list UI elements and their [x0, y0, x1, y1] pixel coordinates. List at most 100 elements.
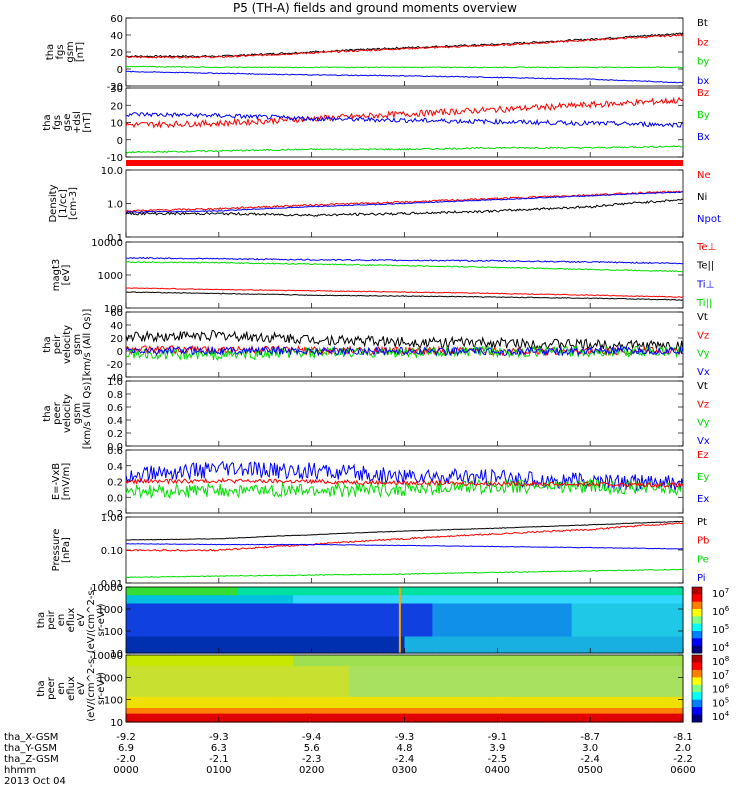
y-axis-label: Density — [48, 184, 59, 222]
y-axis-label: gsm — [65, 41, 76, 62]
y-tick-label: 1000 — [98, 673, 123, 684]
y-tick-label: 1.00 — [101, 513, 123, 524]
panel-p6: 1.0 0.8 0.6 0.4 0.2 0.0 tha peer velocity gsm [km/… — [42, 377, 710, 453]
y-axis-label: gsm — [72, 403, 83, 424]
x-row-label: tha_Y-GSM — [4, 743, 57, 754]
x-tick-label: 3.9 — [489, 743, 505, 754]
legend-Te||: Te|| — [696, 261, 714, 272]
colorbar-tick-label: 107 — [712, 587, 729, 600]
legend-Vx: Vx — [697, 367, 710, 378]
y-tick-label: 0.4 — [107, 416, 123, 427]
legend-By: By — [697, 110, 710, 121]
y-axis-label: sr-eV)) — [96, 603, 107, 636]
x-tick-label: -9.3 — [395, 732, 415, 743]
colorbar-tick-label: 104 — [712, 710, 730, 723]
y-axis-label: Pressure — [51, 529, 62, 572]
y-tick-label: 0.8 — [107, 390, 123, 401]
x-tick-label: 0500 — [577, 765, 602, 776]
legend-Ti||: Ti|| — [696, 298, 712, 309]
separator-bar — [126, 160, 683, 166]
y-axis-label: [nT] — [82, 112, 93, 132]
y-tick-label: -10 — [107, 153, 123, 164]
y-axis-label: eV — [76, 682, 87, 695]
y-tick-label: 60 — [110, 14, 123, 25]
series-Ez — [125, 477, 684, 489]
y-tick-label: 0.2 — [107, 478, 123, 489]
x-tick-label: 2.0 — [675, 743, 691, 754]
x-tick-label: 0600 — [670, 765, 695, 776]
y-axis-label: [eV] — [61, 265, 72, 286]
y-axis-label: [1/cc] — [58, 189, 69, 218]
y-tick-label: 100 — [104, 696, 123, 707]
x-tick-label: -2.4 — [395, 754, 415, 765]
y-tick-label: 1000 — [98, 605, 123, 616]
series-Te⊥ — [125, 287, 684, 298]
x-tick-label: -9.4 — [302, 732, 322, 743]
x-row-label: hhmm — [4, 765, 36, 776]
y-axis-label: tha — [36, 612, 47, 628]
y-axis-label: gse — [62, 114, 73, 132]
y-axis-label: velocity — [62, 394, 73, 433]
panel-p4: 10000 1000 100 magt3 [eV] Te⊥ Te|| Ti⊥ Ti|| — [51, 238, 716, 315]
y-tick-label: 0.4 — [107, 462, 123, 473]
legend-Pi: Pi — [697, 573, 706, 584]
series-bz — [125, 33, 684, 59]
legend-by: by — [697, 57, 709, 68]
y-tick-label: 10000 — [91, 651, 123, 662]
y-tick-label: -20 — [107, 360, 123, 371]
legend-Ni: Ni — [697, 192, 707, 203]
y-tick-label: 0.0 — [107, 442, 123, 453]
panel-p5: 60 40 20 0 -20 -40 tha peir velocity gsm [km/s (Al… — [42, 308, 710, 384]
x-tick-label: -9.1 — [488, 732, 508, 743]
legend-Bx: Bx — [697, 132, 710, 143]
y-tick-label: 40 — [110, 321, 123, 332]
y-axis-label: tha — [42, 336, 53, 352]
panel-p3: 10.0 1.0 0.1 Density [1/cc] [cm-3] Ne Ni Npot — [48, 166, 721, 244]
y-axis-label: E=-VxB — [51, 463, 62, 500]
y-axis-label: magt3 — [51, 259, 62, 292]
y-axis-label: [km/s (All Qs)] — [82, 378, 93, 450]
legend-Pb: Pb — [697, 536, 709, 547]
series-Bt — [125, 32, 684, 58]
legend-Bt: Bt — [697, 18, 708, 29]
x-tick-label: -8.7 — [580, 732, 600, 743]
x-tick-label: 5.6 — [304, 743, 320, 754]
colorbar-tick-label: 106 — [712, 605, 730, 618]
y-axis-label: [cm-3] — [68, 187, 79, 220]
y-tick-label: 0.1 — [107, 233, 123, 244]
panel-p1: 60 40 20 0 -20 tha fgs gsm [nT] Bt bz by bx — [45, 14, 709, 93]
y-tick-label: 0 — [117, 347, 123, 358]
y-axis-label: peir — [46, 609, 57, 629]
y-tick-label: 0.10 — [101, 546, 123, 557]
legend-Ey: Ey — [697, 472, 709, 483]
legend-Te⊥: Te⊥ — [696, 242, 716, 253]
colorbar-tick-label: 108 — [712, 655, 729, 668]
legend-Ne: Ne — [697, 170, 711, 181]
series-By — [125, 145, 684, 154]
series-Vy — [125, 344, 684, 361]
y-tick-label: 10 — [110, 718, 123, 729]
y-tick-label: 10 — [110, 119, 123, 130]
legend-Vt: Vt — [697, 312, 708, 323]
series-Pb — [125, 522, 684, 552]
x-row-label: tha_Z-GSM — [4, 754, 59, 765]
legend-Vt: Vt — [697, 381, 708, 392]
y-axis-label: eflux — [66, 608, 77, 633]
colorbar-tick-label: 106 — [712, 683, 730, 696]
x-tick-label: -9.2 — [116, 732, 136, 743]
y-axis-label: peer — [52, 401, 63, 425]
panel-p2: 30 20 10 0 -10 tha fgs gse +dsl [nT] Bz By Bx — [42, 84, 710, 164]
y-axis-label: velocity — [62, 325, 73, 364]
y-axis-label: (eV/(cm^2-s- — [86, 655, 97, 722]
y-axis-label: +dsl — [72, 111, 83, 134]
y-axis-label: [mV/m] — [61, 463, 72, 501]
y-tick-label: 60 — [110, 308, 123, 319]
y-tick-label: 20 — [110, 334, 123, 345]
series-Vt — [125, 330, 684, 352]
y-axis-label: [nT] — [75, 42, 86, 62]
panel-p7: 0.6 0.4 0.2 0.0 -0.2 E=-VxB [mV/m] Ez Ey Ex — [51, 446, 709, 520]
panel-frame — [125, 380, 684, 447]
